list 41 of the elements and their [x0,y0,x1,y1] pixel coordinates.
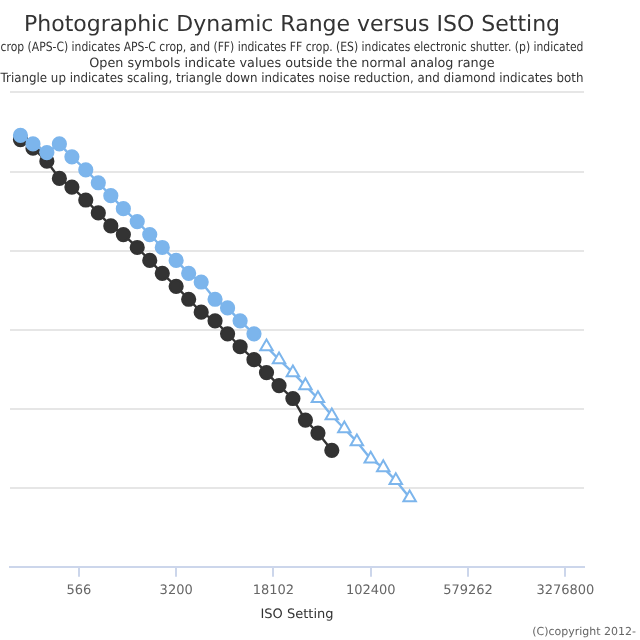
point [232,313,248,329]
point [129,213,145,230]
point [193,274,209,290]
point [103,188,119,204]
point [219,326,236,342]
point [103,218,119,234]
point [154,265,170,281]
point [168,278,184,294]
point [154,239,170,256]
point [271,377,287,394]
point [51,136,67,152]
point [246,326,262,342]
point [90,205,106,221]
point [78,192,94,208]
point [285,390,301,407]
point [39,144,55,161]
point [115,226,131,243]
point [324,442,340,458]
point [64,179,80,195]
point [115,201,131,217]
point [12,127,29,143]
point [142,252,158,269]
point [90,175,106,191]
point [258,365,275,381]
point [142,226,158,243]
point [78,162,94,178]
point [181,265,197,281]
point [129,239,145,256]
point [246,352,262,368]
point [168,252,184,269]
point [207,313,223,329]
chart-title: Photographic Dynamic Range versus ISO Setting [23,10,561,37]
point [193,304,209,320]
point [51,170,67,187]
point [232,339,248,355]
point [64,149,80,165]
point [219,300,236,316]
point [310,425,326,441]
point [181,291,197,307]
point [207,291,223,307]
point [297,412,314,428]
